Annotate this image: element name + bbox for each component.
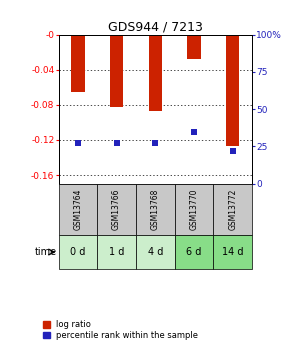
Bar xyxy=(97,235,136,269)
Bar xyxy=(136,235,175,269)
Text: GSM13770: GSM13770 xyxy=(190,189,198,230)
Bar xyxy=(226,34,239,146)
Bar xyxy=(187,34,201,59)
Text: 6 d: 6 d xyxy=(186,247,202,257)
Bar xyxy=(59,235,97,269)
Title: GDS944 / 7213: GDS944 / 7213 xyxy=(108,20,203,33)
Text: 4 d: 4 d xyxy=(148,247,163,257)
Legend: log ratio, percentile rank within the sample: log ratio, percentile rank within the sa… xyxy=(42,319,199,341)
Text: time: time xyxy=(35,247,57,257)
Bar xyxy=(110,34,123,107)
Text: GSM13764: GSM13764 xyxy=(74,189,82,230)
Bar xyxy=(213,184,252,235)
Bar xyxy=(175,235,213,269)
Bar xyxy=(136,184,175,235)
Text: 14 d: 14 d xyxy=(222,247,243,257)
Bar xyxy=(71,34,85,91)
Text: 1 d: 1 d xyxy=(109,247,124,257)
Bar xyxy=(149,34,162,111)
Bar xyxy=(213,235,252,269)
Bar xyxy=(97,184,136,235)
Bar xyxy=(175,184,213,235)
Text: GSM13768: GSM13768 xyxy=(151,189,160,230)
Text: 0 d: 0 d xyxy=(70,247,86,257)
Bar xyxy=(59,184,97,235)
Text: GSM13772: GSM13772 xyxy=(228,189,237,230)
Text: GSM13766: GSM13766 xyxy=(112,189,121,230)
